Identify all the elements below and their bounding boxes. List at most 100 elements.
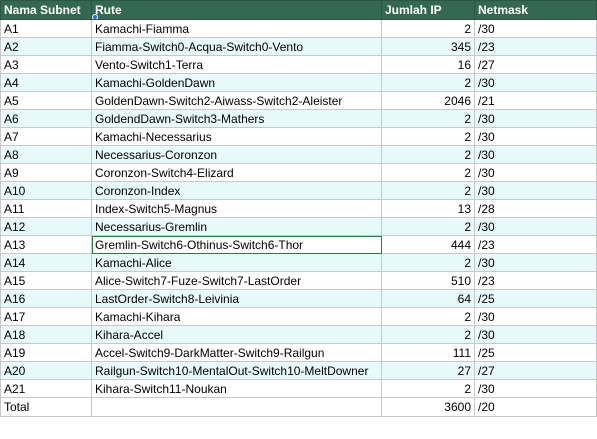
ip-count-cell[interactable]: 2046 xyxy=(381,91,475,110)
subnet-cell[interactable]: A17 xyxy=(0,307,92,326)
netmask-cell[interactable]: /30 xyxy=(474,379,597,398)
route-cell[interactable]: Necessarius-Coronzon xyxy=(91,145,382,164)
table-row: A14 Kamachi-Alice 2/30 xyxy=(0,253,597,272)
table-row: A15 Alice-Switch7-Fuze-Switch7-LastOrder 5… xyxy=(0,271,597,290)
route-cell[interactable]: LastOrder-Switch8-Leivinia xyxy=(91,289,382,308)
netmask-cell[interactable]: /30 xyxy=(474,307,597,326)
netmask-cell[interactable]: /30 xyxy=(474,217,597,236)
ip-count-cell[interactable]: 510 xyxy=(381,271,475,290)
subnet-cell[interactable]: A4 xyxy=(0,73,92,92)
subnet-cell[interactable]: A1 xyxy=(0,19,92,38)
subnet-cell[interactable]: A2 xyxy=(0,37,92,56)
ip-count-cell[interactable]: 2 xyxy=(381,325,475,344)
ip-count-cell[interactable]: 2 xyxy=(381,307,475,326)
ip-count-cell[interactable]: 444 xyxy=(381,235,475,254)
netmask-cell[interactable]: /25 xyxy=(474,289,597,308)
ip-count-cell[interactable]: 2 xyxy=(381,181,475,200)
ip-count-cell[interactable]: 16 xyxy=(381,55,475,74)
route-cell[interactable]: GoldendDawn-Switch3-Mathers xyxy=(91,109,382,128)
route-cell[interactable]: Kamachi-Necessarius xyxy=(91,127,382,146)
ip-count-cell[interactable]: 2 xyxy=(381,253,475,272)
netmask-cell[interactable]: /30 xyxy=(474,19,597,38)
subnet-cell[interactable]: A20 xyxy=(0,361,92,380)
subnet-cell[interactable]: A10 xyxy=(0,181,92,200)
route-cell[interactable]: Coronzon-Index xyxy=(91,181,382,200)
netmask-cell[interactable]: /30 xyxy=(474,325,597,344)
route-cell[interactable]: Accel-Switch9-DarkMatter-Switch9-Railgun xyxy=(91,343,382,362)
route-cell[interactable]: Kihara-Switch11-Noukan xyxy=(91,379,382,398)
table-row: A10 Coronzon-Index 2/30 xyxy=(0,181,597,200)
route-cell[interactable]: Index-Switch5-Magnus xyxy=(91,199,382,218)
subnet-cell[interactable]: A6 xyxy=(0,109,92,128)
subnet-cell[interactable]: A3 xyxy=(0,55,92,74)
total-ip[interactable]: 3600 xyxy=(381,397,475,417)
route-cell[interactable]: Kamachi-Kihara xyxy=(91,307,382,326)
route-cell[interactable]: Kihara-Accel xyxy=(91,325,382,344)
selection-handle-icon[interactable] xyxy=(92,14,98,19)
table-row: A9 Coronzon-Switch4-Elizard 2/30 xyxy=(0,163,597,182)
subnet-cell[interactable]: A19 xyxy=(0,343,92,362)
header-subnet[interactable]: Nama Subnet xyxy=(0,0,92,20)
route-cell[interactable]: Necessarius-Gremlin xyxy=(91,217,382,236)
netmask-cell[interactable]: /23 xyxy=(474,271,597,290)
subnet-cell[interactable]: A5 xyxy=(0,91,92,110)
route-cell[interactable]: Vento-Switch1-Terra xyxy=(91,55,382,74)
route-cell[interactable]: Kamachi-Alice xyxy=(91,253,382,272)
ip-count-cell[interactable]: 27 xyxy=(381,361,475,380)
subnet-cell[interactable]: A18 xyxy=(0,325,92,344)
subnet-cell[interactable]: A11 xyxy=(0,199,92,218)
subnet-table: Nama Subnet Rute Jumlah IP Netmask A1 Kam… xyxy=(0,0,597,417)
subnet-cell[interactable]: A15 xyxy=(0,271,92,290)
ip-count-cell[interactable]: 2 xyxy=(381,163,475,182)
subnet-cell[interactable]: A7 xyxy=(0,127,92,146)
subnet-cell[interactable]: A12 xyxy=(0,217,92,236)
netmask-cell[interactable]: /21 xyxy=(474,91,597,110)
route-cell[interactable]: Kamachi-GoldenDawn xyxy=(91,73,382,92)
table-row: A21 Kihara-Switch11-Noukan 2/30 xyxy=(0,379,597,398)
subnet-cell[interactable]: A8 xyxy=(0,145,92,164)
route-cell[interactable]: Kamachi-Fiamma xyxy=(91,19,382,38)
header-netmask[interactable]: Netmask xyxy=(474,0,597,20)
ip-count-cell[interactable]: 13 xyxy=(381,199,475,218)
netmask-cell[interactable]: /30 xyxy=(474,127,597,146)
netmask-cell[interactable]: /30 xyxy=(474,145,597,164)
netmask-cell[interactable]: /30 xyxy=(474,181,597,200)
subnet-cell[interactable]: A14 xyxy=(0,253,92,272)
netmask-cell[interactable]: /30 xyxy=(474,73,597,92)
route-cell[interactable]: GoldenDawn-Switch2-Aiwass-Switch2-Aleist… xyxy=(91,91,382,110)
ip-count-cell[interactable]: 2 xyxy=(381,379,475,398)
netmask-cell[interactable]: /27 xyxy=(474,55,597,74)
ip-count-cell[interactable]: 2 xyxy=(381,73,475,92)
subnet-cell[interactable]: A13 xyxy=(0,235,92,254)
netmask-cell[interactable]: /27 xyxy=(474,361,597,380)
netmask-cell[interactable]: /25 xyxy=(474,343,597,362)
ip-count-cell[interactable]: 2 xyxy=(381,109,475,128)
route-cell[interactable]: Railgun-Switch10-MentalOut-Switch10-Melt… xyxy=(91,361,382,380)
ip-count-cell[interactable]: 345 xyxy=(381,37,475,56)
netmask-cell[interactable]: /28 xyxy=(474,199,597,218)
ip-count-cell[interactable]: 2 xyxy=(381,127,475,146)
netmask-cell[interactable]: /30 xyxy=(474,109,597,128)
total-route-cell[interactable] xyxy=(91,397,382,417)
netmask-cell[interactable]: /23 xyxy=(474,235,597,254)
ip-count-cell[interactable]: 2 xyxy=(381,217,475,236)
netmask-cell[interactable]: /30 xyxy=(474,253,597,272)
total-label[interactable]: Total xyxy=(0,397,92,417)
netmask-cell[interactable]: /23 xyxy=(474,37,597,56)
route-cell[interactable]: Alice-Switch7-Fuze-Switch7-LastOrder xyxy=(91,271,382,290)
table-row: A2 Fiamma-Switch0-Acqua-Switch0-Vento 345/… xyxy=(0,37,597,56)
route-cell[interactable]: Fiamma-Switch0-Acqua-Switch0-Vento xyxy=(91,37,382,56)
subnet-cell[interactable]: A21 xyxy=(0,379,92,398)
route-cell[interactable]: Gremlin-Switch6-Othinus-Switch6-Thor xyxy=(91,235,382,254)
header-ip-count[interactable]: Jumlah IP xyxy=(381,0,475,20)
total-netmask[interactable]: /20 xyxy=(474,397,597,417)
subnet-cell[interactable]: A9 xyxy=(0,163,92,182)
netmask-cell[interactable]: /30 xyxy=(474,163,597,182)
ip-count-cell[interactable]: 111 xyxy=(381,343,475,362)
ip-count-cell[interactable]: 2 xyxy=(381,19,475,38)
ip-count-cell[interactable]: 64 xyxy=(381,289,475,308)
ip-count-cell[interactable]: 2 xyxy=(381,145,475,164)
route-cell[interactable]: Coronzon-Switch4-Elizard xyxy=(91,163,382,182)
header-route[interactable]: Rute xyxy=(91,0,382,20)
subnet-cell[interactable]: A16 xyxy=(0,289,92,308)
